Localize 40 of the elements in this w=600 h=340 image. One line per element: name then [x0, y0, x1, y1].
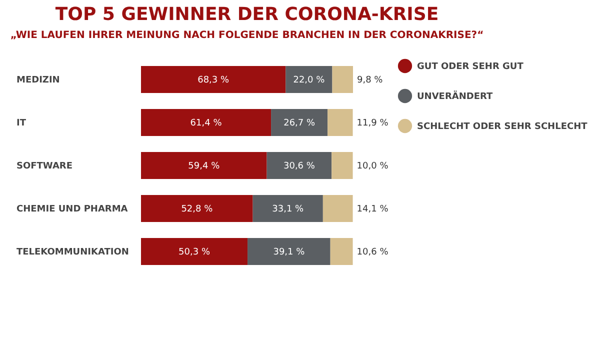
chart-subtitle: „WIE LAUFEN IHRER MEINUNG NACH FOLGENDE BRANCHEN IN DER CORONAKRISE?“	[10, 30, 484, 41]
data-label: 50,3 %	[178, 248, 210, 258]
bar	[328, 109, 353, 136]
data-label: 11,9 %	[356, 118, 389, 128]
y-tick-label: TELEKOMMUNIKATION	[16, 248, 129, 258]
y-tick-label: MEDIZIN	[16, 76, 60, 86]
legend-label: UNVERÄNDERT	[417, 90, 494, 102]
data-label: 30,6 %	[283, 162, 316, 172]
bar	[322, 195, 353, 222]
data-label: 59,4 %	[188, 162, 220, 172]
y-tick-label: CHEMIE UND PHARMA	[16, 204, 128, 214]
y-tick-label: IT	[16, 118, 27, 128]
data-label: 26,7 %	[284, 118, 316, 128]
bar	[271, 109, 328, 136]
bar	[141, 195, 253, 222]
data-label: 22,0 %	[293, 76, 326, 86]
data-label: 68,3 %	[198, 76, 230, 86]
data-label: 52,8 %	[181, 204, 214, 214]
bar	[141, 238, 248, 265]
data-label: 33,1 %	[272, 204, 304, 214]
bar	[252, 195, 323, 222]
bar	[266, 152, 332, 179]
bar	[332, 152, 353, 179]
legend-label: GUT ODER SEHR GUT	[417, 62, 524, 72]
bar	[286, 66, 332, 93]
data-label: 10,0 %	[356, 162, 389, 172]
legend-label: SCHLECHT ODER SEHR SCHLECHT	[417, 122, 588, 132]
data-label: 61,4 %	[190, 118, 222, 128]
data-label: 14,1 %	[356, 204, 389, 214]
data-label: 10,6 %	[356, 248, 389, 258]
bar	[332, 66, 353, 93]
bar	[141, 152, 267, 179]
chart-title: TOP 5 GEWINNER DER CORONA-KRISE	[55, 4, 439, 25]
y-tick-label: SOFTWARE	[16, 162, 72, 172]
data-label: 9,8 %	[357, 76, 384, 86]
bar	[330, 238, 353, 265]
bar	[141, 66, 286, 93]
bar	[141, 109, 272, 136]
data-label: 39,1 %	[273, 248, 306, 258]
bar	[248, 238, 330, 265]
